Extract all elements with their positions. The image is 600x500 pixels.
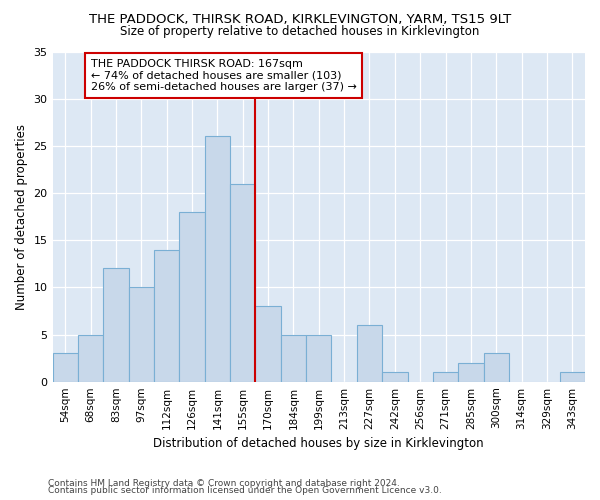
- Bar: [128, 288, 154, 382]
- Bar: [230, 184, 256, 382]
- Bar: [560, 372, 585, 382]
- Bar: [205, 136, 230, 382]
- Bar: [281, 334, 306, 382]
- X-axis label: Distribution of detached houses by size in Kirklevington: Distribution of detached houses by size …: [154, 437, 484, 450]
- Bar: [103, 268, 128, 382]
- Bar: [306, 334, 331, 382]
- Text: Contains HM Land Registry data © Crown copyright and database right 2024.: Contains HM Land Registry data © Crown c…: [48, 478, 400, 488]
- Y-axis label: Number of detached properties: Number of detached properties: [15, 124, 28, 310]
- Bar: [53, 354, 78, 382]
- Bar: [154, 250, 179, 382]
- Text: THE PADDOCK THIRSK ROAD: 167sqm
← 74% of detached houses are smaller (103)
26% o: THE PADDOCK THIRSK ROAD: 167sqm ← 74% of…: [91, 59, 356, 92]
- Bar: [458, 363, 484, 382]
- Bar: [78, 334, 103, 382]
- Bar: [357, 325, 382, 382]
- Bar: [433, 372, 458, 382]
- Text: THE PADDOCK, THIRSK ROAD, KIRKLEVINGTON, YARM, TS15 9LT: THE PADDOCK, THIRSK ROAD, KIRKLEVINGTON,…: [89, 12, 511, 26]
- Bar: [256, 306, 281, 382]
- Bar: [484, 354, 509, 382]
- Text: Size of property relative to detached houses in Kirklevington: Size of property relative to detached ho…: [121, 25, 479, 38]
- Text: Contains public sector information licensed under the Open Government Licence v3: Contains public sector information licen…: [48, 486, 442, 495]
- Bar: [382, 372, 407, 382]
- Bar: [179, 212, 205, 382]
